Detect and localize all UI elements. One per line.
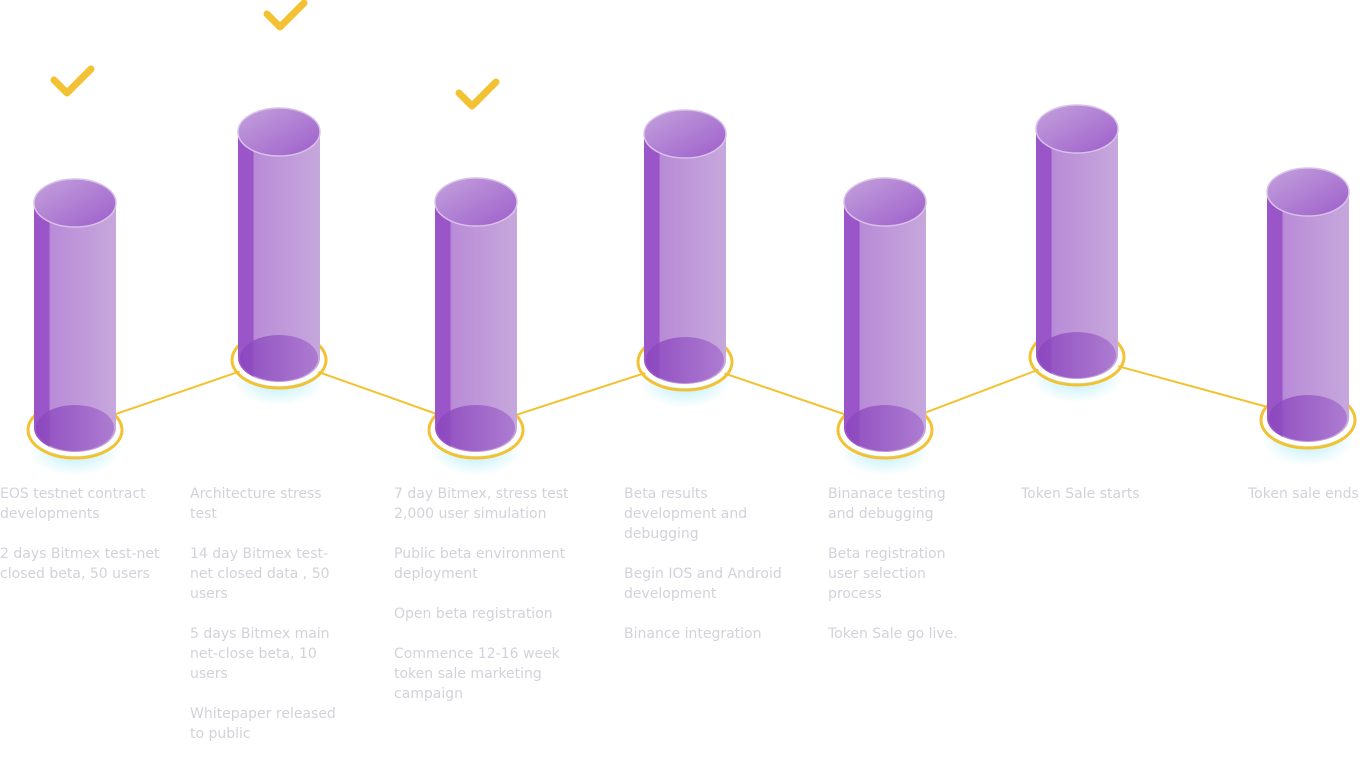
cylinder-bottom [846, 405, 924, 451]
milestone-item: Begin IOS and Android development [624, 566, 782, 602]
milestone-item: Binanace testing and debugging [828, 486, 946, 522]
milestone-item: Whitepaper released to public [190, 706, 336, 742]
cylinder-bottom [240, 335, 318, 381]
check-icon [50, 65, 95, 97]
milestone-item: Token sale ends [1248, 486, 1359, 502]
milestone-4-text: Beta results development and debugging Be… [624, 484, 789, 664]
milestone-item: 14 day Bitmex test-net closed data , 50 … [190, 546, 330, 602]
cylinder-top [1035, 104, 1119, 154]
milestone-item: 7 day Bitmex, stress test 2,000 user sim… [394, 486, 569, 522]
cylinder-top [843, 177, 927, 227]
milestone-5-cylinder [836, 177, 934, 476]
cylinder-body [1036, 129, 1118, 379]
milestone-item: Token Sale go live. [828, 626, 958, 642]
cylinder-bottom [1269, 395, 1347, 441]
cylinder-top [643, 109, 727, 159]
milestone-item: Commence 12-16 week token sale marketing… [394, 646, 560, 702]
milestone-item: Beta results development and debugging [624, 486, 748, 542]
cylinder-body [435, 202, 517, 452]
cylinder-body [1267, 192, 1349, 442]
check-icon [263, 0, 308, 31]
cylinder-body [238, 132, 320, 382]
milestone-4-cylinder [636, 109, 734, 408]
cylinder-top [237, 107, 321, 157]
milestone-item: EOS testnet contract developments [0, 486, 146, 522]
milestone-7-text: Token sale ends [1248, 484, 1360, 524]
milestone-3-text: 7 day Bitmex, stress test 2,000 user sim… [394, 484, 574, 724]
check-icon [455, 78, 500, 110]
milestone-3-cylinder [427, 177, 525, 476]
milestone-item: Public beta environment deployment [394, 546, 566, 582]
milestone-item: 2 days Bitmex test-net closed beta, 50 u… [0, 546, 160, 582]
milestone-7-cylinder [1259, 167, 1357, 466]
cylinder-body [34, 203, 116, 452]
cylinder-bottom [437, 405, 515, 451]
cylinder-bottom [36, 405, 114, 451]
milestone-item: Open beta registration [394, 606, 553, 622]
milestone-item: Beta registration user selection process [828, 546, 946, 602]
milestone-6-text: Token Sale starts [1021, 484, 1211, 524]
cylinder-top [434, 177, 518, 227]
milestone-2-text: Architecture stress test 14 day Bitmex te… [190, 484, 350, 764]
milestone-item: Token Sale starts [1021, 486, 1140, 502]
milestone-5-text: Binanace testing and debugging Beta regis… [828, 484, 958, 664]
milestone-item: Binance integration [624, 626, 762, 642]
milestone-item: 5 days Bitmex main net-close beta, 10 us… [190, 626, 330, 682]
milestone-1-text: EOS testnet contract developments 2 days … [0, 484, 160, 604]
cylinder-bottom [646, 337, 724, 383]
milestone-item: Architecture stress test [190, 486, 322, 522]
milestone-1-cylinder [26, 178, 124, 476]
milestone-2-cylinder [230, 107, 328, 406]
milestone-6-cylinder [1028, 104, 1126, 403]
cylinder-body [644, 134, 726, 384]
cylinder-body [844, 202, 926, 452]
roadmap-diagram [26, 0, 1357, 476]
cylinder-top [1266, 167, 1350, 217]
cylinder-bottom [1038, 332, 1116, 378]
cylinder-top [33, 178, 117, 228]
